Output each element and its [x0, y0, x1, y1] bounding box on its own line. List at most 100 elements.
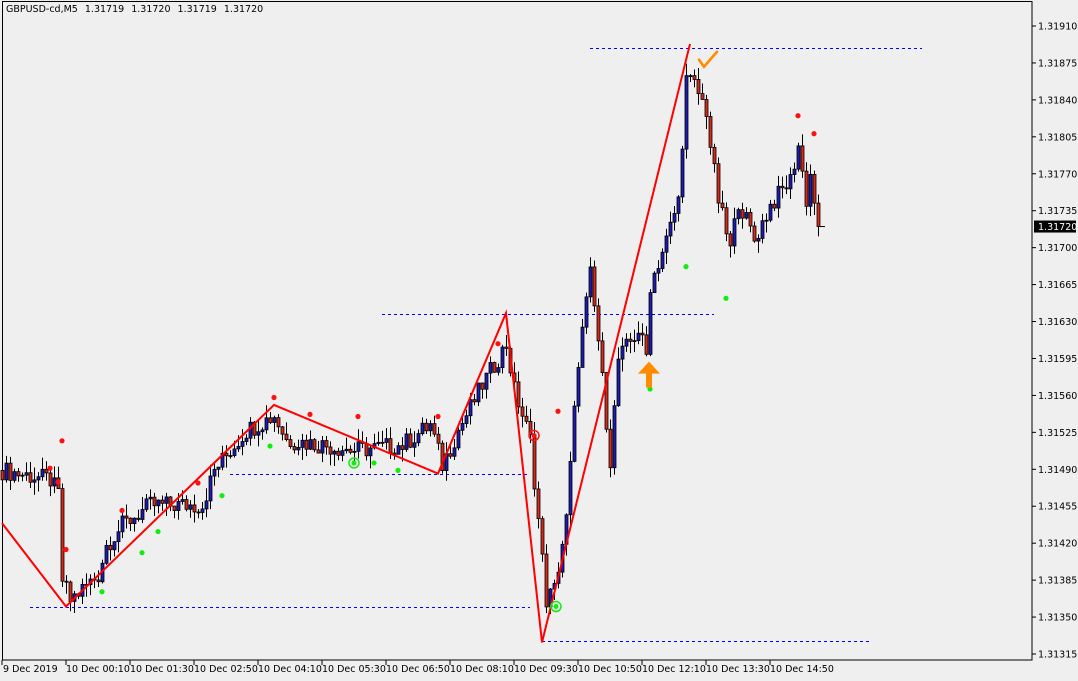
candle [204, 488, 209, 518]
candle [148, 489, 153, 510]
bull-candle-body [24, 472, 29, 476]
candle [108, 536, 113, 561]
candle [568, 451, 573, 526]
y-tick-label: 1.31875 [1038, 58, 1077, 69]
low-dot [395, 467, 401, 473]
bull-candle-body [264, 417, 269, 431]
candle [28, 462, 33, 489]
x-tick-label: 9 Dec 2019 [3, 664, 58, 675]
bull-candle-body [180, 499, 185, 502]
candle [432, 415, 437, 437]
bull-candle-body [228, 455, 233, 457]
bull-candle-body [120, 515, 125, 533]
bull-candle-body [756, 238, 761, 242]
candle [288, 435, 293, 449]
candle [212, 462, 217, 486]
symbol-timeframe: GBPUSD-cd,M5 [6, 4, 78, 15]
check-mark-icon [697, 50, 719, 69]
bull-candle-body [620, 345, 625, 360]
bear-candle-body [728, 233, 733, 247]
bull-candle-body [340, 450, 345, 456]
bear-candle-body [772, 203, 777, 209]
candle [416, 429, 421, 447]
chart-title: GBPUSD-cd,M5 1.31719 1.31720 1.31719 1.3… [6, 4, 267, 15]
candle [536, 481, 541, 529]
bull-candle-body [212, 468, 217, 477]
bull-candle-body [500, 346, 505, 368]
bull-candle-body [188, 504, 193, 510]
bear-candle-body [48, 472, 53, 487]
candle [708, 111, 713, 155]
candle [732, 207, 737, 254]
high-dot [63, 546, 69, 553]
candle [48, 466, 53, 497]
x-tick-label: 10 Dec 09:30 [514, 664, 578, 675]
candle [456, 427, 461, 451]
candle [712, 143, 717, 173]
candle [124, 504, 129, 529]
bull-candle-body [200, 508, 205, 513]
bear-candle-body [304, 439, 309, 450]
bull-candle-body [204, 500, 209, 510]
bull-candle-body [104, 544, 109, 564]
bear-candle-body [432, 423, 437, 435]
bear-candle-body [124, 515, 129, 519]
candle [256, 420, 261, 447]
candle [576, 362, 581, 413]
candle [296, 439, 301, 456]
bull-candle-body [572, 405, 577, 462]
candle [608, 419, 613, 478]
bull-candle-body [344, 448, 349, 452]
candle [320, 435, 325, 463]
candle [316, 441, 321, 454]
candle [436, 427, 441, 451]
candle [368, 444, 373, 469]
bear-candle-body [480, 382, 485, 390]
x-tick-label: 10 Dec 05:30 [322, 664, 386, 675]
candle [440, 440, 445, 474]
candle [692, 69, 697, 88]
x-tick-label: 10 Dec 12:10 [642, 664, 706, 675]
candle [132, 517, 137, 532]
candle [584, 292, 589, 334]
bear-candle-body [536, 488, 541, 520]
bear-candle-body [816, 202, 821, 227]
bear-candle-body [708, 116, 713, 148]
low-dot [647, 386, 653, 392]
candle [644, 326, 649, 357]
candle [796, 142, 801, 172]
candle [464, 409, 469, 428]
bear-candle-body [608, 428, 613, 469]
bear-candle-body [752, 225, 757, 242]
bull-candle-body [688, 75, 693, 77]
bull-candle-body [40, 468, 45, 478]
candle [72, 590, 77, 613]
candle [308, 430, 313, 451]
bear-candle-body [292, 446, 297, 451]
bear-candle-body [44, 468, 49, 474]
candle [668, 211, 673, 244]
candle [772, 199, 777, 212]
candle [172, 505, 177, 519]
candle [280, 426, 285, 441]
candle [600, 332, 605, 377]
candle [544, 544, 549, 614]
candle [452, 438, 457, 460]
bull-candle-body [484, 372, 489, 390]
bull-candle-body [464, 415, 469, 424]
high-dot [59, 438, 65, 444]
high-dot [195, 480, 201, 486]
candle [340, 445, 345, 462]
candle [704, 94, 709, 130]
bear-candle-body [472, 399, 477, 403]
red-target-dot [531, 433, 537, 439]
candle [312, 438, 317, 453]
bull-candle-body [220, 452, 225, 468]
bear-candle-body [68, 581, 73, 602]
bear-candle-body [700, 93, 705, 100]
y-tick-label: 1.31840 [1038, 95, 1077, 106]
bull-candle-body [428, 423, 433, 432]
green-target-ring [550, 600, 562, 613]
bull-candle-body [412, 442, 417, 448]
